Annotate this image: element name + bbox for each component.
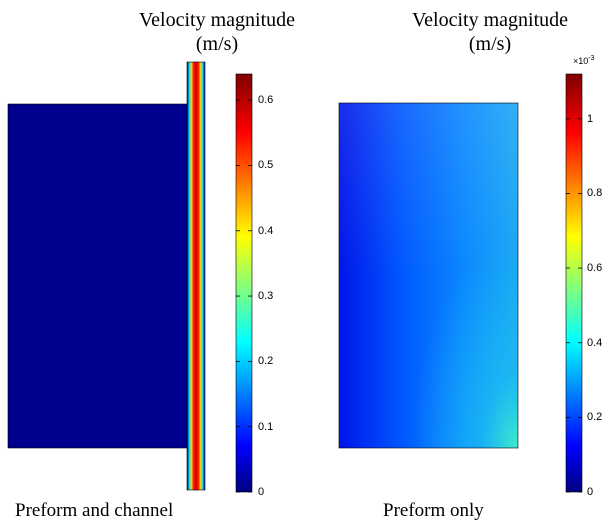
colorbar-tick-label: 0	[587, 486, 594, 498]
colorbar-tick-label: 0.5	[258, 159, 274, 172]
colorbar-tick-label: 0.4	[258, 224, 274, 237]
colorbar-tick-label: 0.2	[258, 355, 274, 368]
colorbar-tick-label: 0.6	[258, 94, 274, 107]
colorbar-tick-label: 0.4	[587, 336, 603, 349]
colorbar-tick-label: 0.3	[258, 290, 274, 303]
left-title-line1: Velocity magnitude	[138, 9, 296, 31]
left-colorbar-ticks	[236, 99, 252, 493]
colorbar-tick-label: 0.8	[587, 187, 603, 200]
colorbar-tick-label: 0.2	[587, 411, 603, 424]
right-colorbar	[565, 73, 583, 493]
colorbar-tick-label: 0	[258, 486, 265, 498]
right-title: Velocity magnitude (m/s)	[395, 8, 585, 56]
left-title: Velocity magnitude (m/s)	[122, 8, 312, 56]
colorbar-tick-label: 0.1	[258, 420, 274, 433]
colorbar-tick-label: 0.6	[587, 262, 603, 275]
right-title-line2: (m/s)	[468, 33, 512, 55]
left-colorbar	[235, 73, 253, 493]
preform-region	[7, 103, 189, 449]
left-title-line2: (m/s)	[195, 33, 239, 55]
right-caption: Preform only	[383, 500, 484, 521]
right-title-line1: Velocity magnitude	[411, 9, 569, 31]
colorbar-tick-label: 1	[587, 112, 594, 125]
flow-channel	[186, 61, 206, 491]
right-colorbar-exponent: ×10-3	[573, 55, 595, 66]
left-caption: Preform and channel	[15, 500, 174, 521]
right-colorbar-ticks	[566, 118, 582, 493]
preform-only-region	[338, 102, 519, 449]
